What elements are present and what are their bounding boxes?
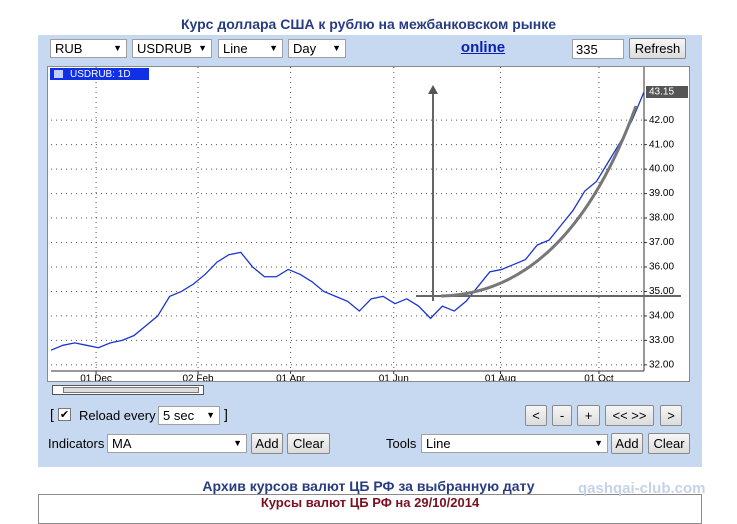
price-line <box>50 91 645 351</box>
y-tick-label: 36.00 <box>649 262 674 273</box>
last-value-box <box>646 86 688 99</box>
indicator-select[interactable]: MA <box>107 434 247 453</box>
online-link[interactable]: online <box>460 39 506 56</box>
x-tick-label: 01 Jun <box>379 374 409 382</box>
bars-input[interactable]: 335 <box>572 39 624 59</box>
y-tick-label: 38.00 <box>649 213 674 224</box>
y-tick-label: 32.00 <box>649 360 674 371</box>
pair-select[interactable]: USDRUB <box>132 39 212 58</box>
style-select[interactable]: Line <box>218 39 283 58</box>
x-tick-label: 02 Feb <box>182 374 214 382</box>
indicator-add[interactable]: Add <box>251 433 283 454</box>
x-tick-label: 01 Apr <box>276 374 306 382</box>
y-tick-label: 41.00 <box>649 139 674 150</box>
nav-button[interactable]: - <box>552 405 572 426</box>
nav-button[interactable]: << >> <box>605 405 654 426</box>
reload-checkbox[interactable]: ✔ <box>58 408 71 421</box>
archive-title: Архив курсов валют ЦБ РФ за выбранную да… <box>202 478 535 494</box>
nav-button[interactable]: > <box>660 405 682 426</box>
scrollbar[interactable] <box>52 385 204 395</box>
indicator-clear[interactable]: Clear <box>287 433 330 454</box>
x-tick-label: 01 Oct <box>584 374 614 382</box>
page-title: Курс доллара США к рублю на межбанковско… <box>180 16 557 32</box>
annotation-curve <box>440 105 638 298</box>
tool-add[interactable]: Add <box>611 433 643 454</box>
x-tick-label: 01 Aug <box>485 374 516 382</box>
tool-select[interactable]: Line <box>421 434 608 453</box>
chart-label-box <box>50 68 149 80</box>
period-select[interactable]: Day <box>288 39 346 58</box>
y-tick-label: 33.00 <box>649 335 674 346</box>
indicators-label: Indicators <box>48 436 105 451</box>
y-tick-label: 34.00 <box>649 311 674 322</box>
y-tick-label: 42.00 <box>649 115 674 126</box>
refresh-button[interactable]: Refresh <box>629 38 686 59</box>
y-tick-label: 39.00 <box>649 188 674 199</box>
currency-select[interactable]: RUB <box>50 39 127 58</box>
x-tick-label: 01 Dec <box>80 374 112 382</box>
scroll-thumb[interactable] <box>63 387 199 393</box>
y-tick-label: 35.00 <box>649 286 674 297</box>
page: Курс доллара США к рублю на межбанковско… <box>0 0 737 512</box>
chart: USDRUB: 1D 32.00 33.00 34.00 35.00 36.00 37.0… <box>47 66 690 382</box>
chart-label: USDRUB: 1D <box>70 69 131 80</box>
bracket: ] <box>224 406 228 422</box>
tool-clear[interactable]: Clear <box>648 433 690 454</box>
y-tick-label: 40.00 <box>649 164 674 175</box>
archive-subtitle: Курсы валют ЦБ РФ на 29/10/2014 <box>260 495 480 510</box>
watermark: qashqai-club.com <box>578 480 706 497</box>
y-tick-label: 37.00 <box>649 237 674 248</box>
annotation-arrowhead <box>428 85 438 94</box>
nav-button[interactable]: + <box>577 405 600 426</box>
tools-label: Tools <box>386 436 417 451</box>
reload-select[interactable]: 5 sec <box>158 406 220 425</box>
last-value-label: 43.15 <box>649 87 674 98</box>
reload-label: Reload every <box>79 408 156 423</box>
chart-label-icon <box>54 70 63 78</box>
nav-button[interactable]: < <box>525 405 547 426</box>
bracket: [ <box>50 406 54 422</box>
